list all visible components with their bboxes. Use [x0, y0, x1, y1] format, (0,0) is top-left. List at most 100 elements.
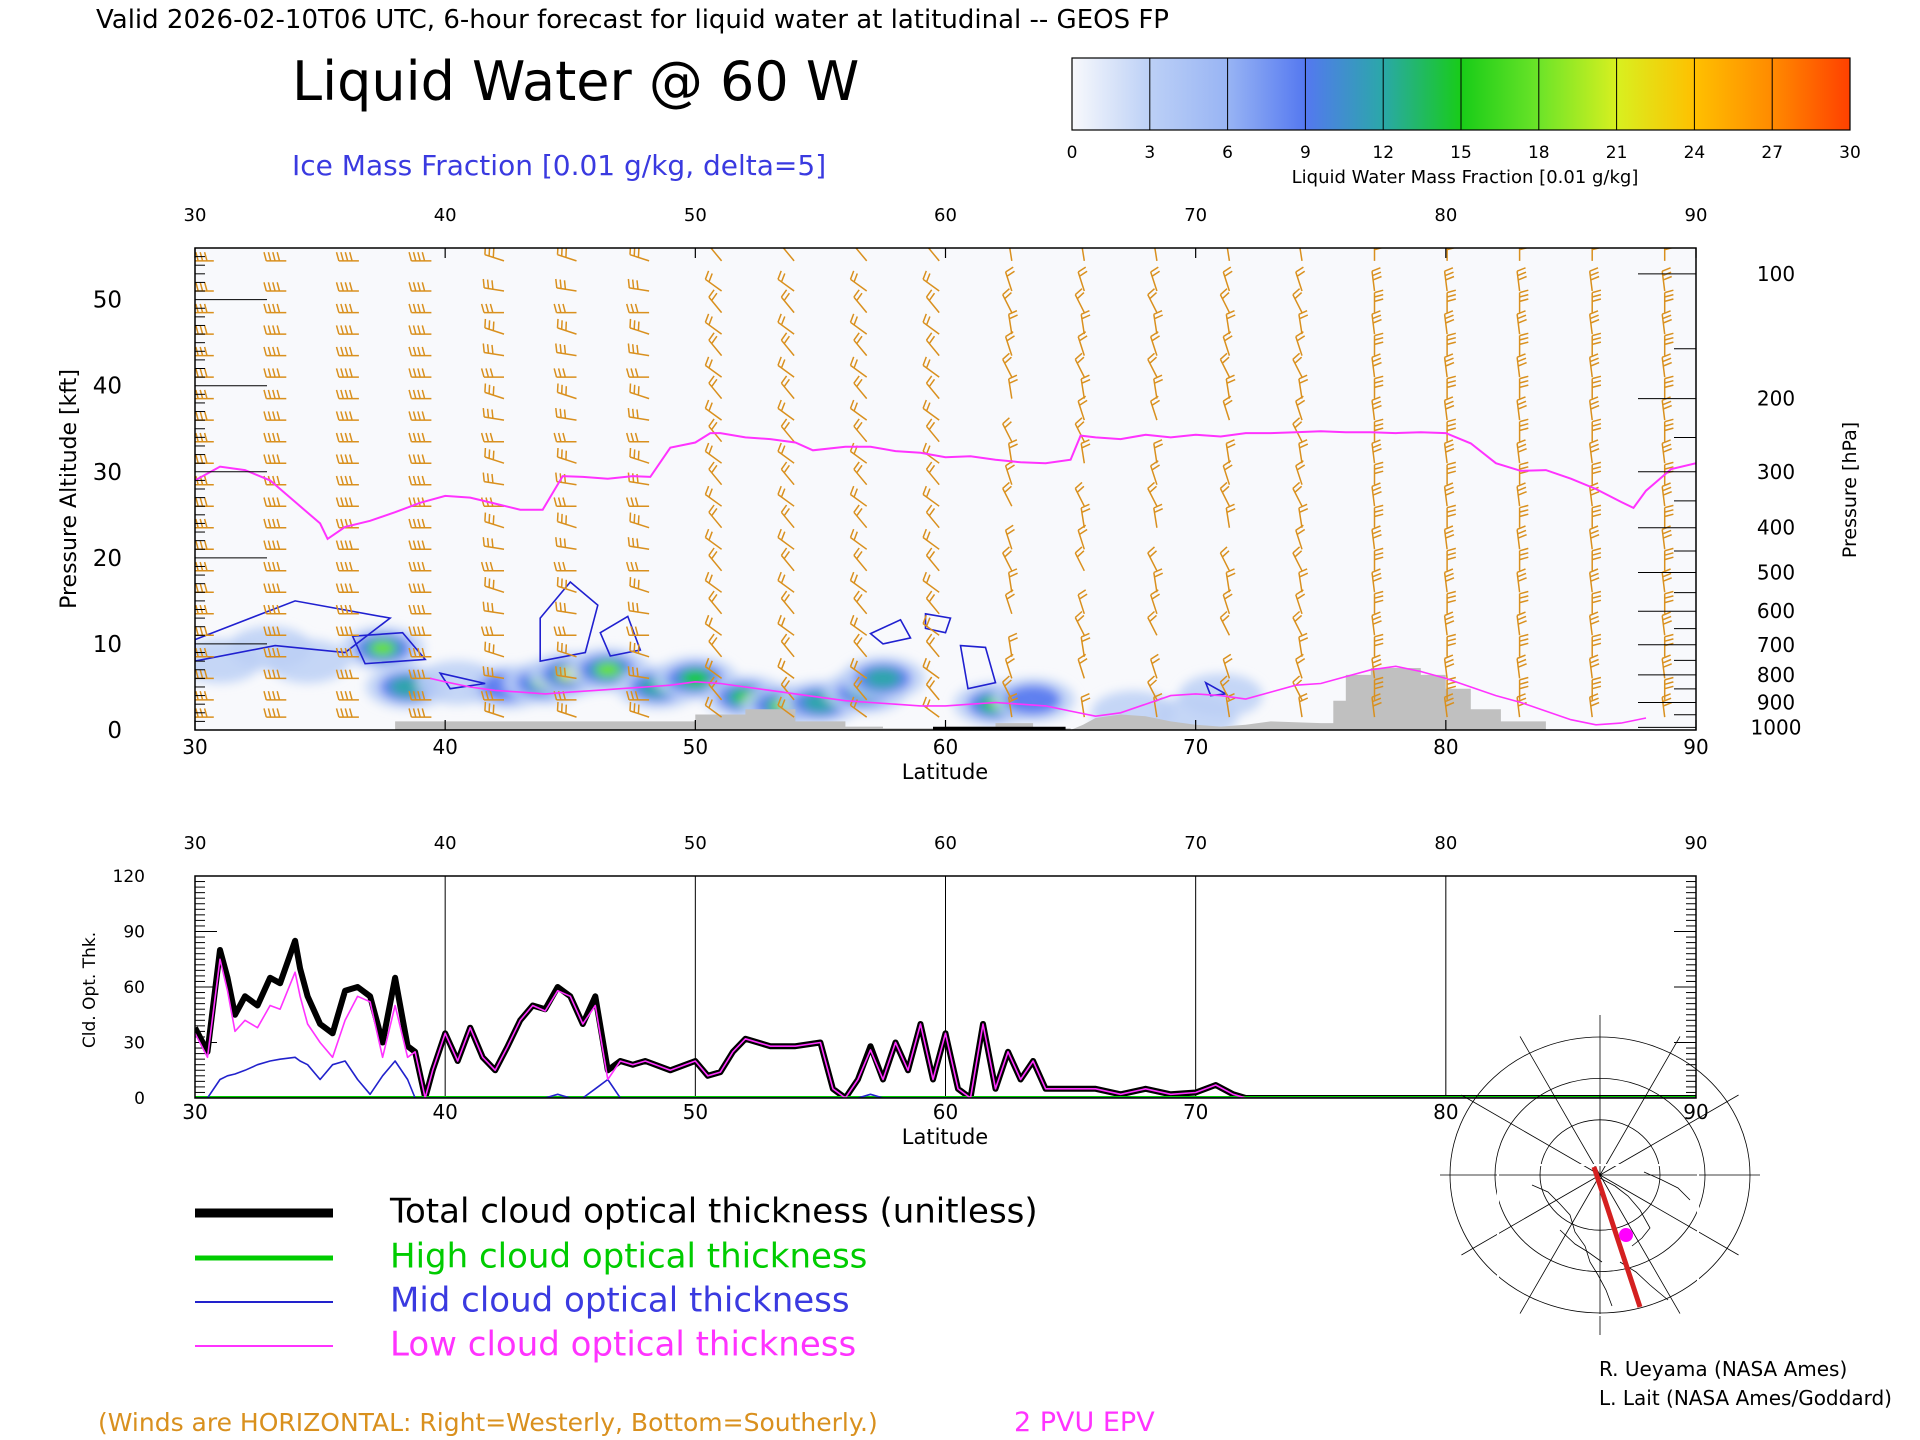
wind-barb [480, 626, 504, 637]
wind-barb [849, 399, 868, 421]
wind-barb [553, 691, 577, 701]
wind-barb [1007, 439, 1018, 464]
wind-barb [708, 547, 723, 572]
wind-barb [1225, 439, 1236, 464]
wind-barb [1588, 482, 1600, 507]
wind-barb [1219, 352, 1231, 378]
wind-barb [1446, 418, 1456, 442]
wind-barb [408, 432, 432, 443]
wind-barb [484, 701, 505, 718]
wind-barb [922, 399, 940, 421]
wind-barb [1371, 353, 1382, 378]
wind-barb [1446, 676, 1456, 700]
optical-thickness-ylabel: Cld. Opt. Thk. [80, 932, 100, 1048]
x-tick-label: 30 [182, 1100, 207, 1124]
cross-section-xlabel: Latitude [902, 760, 988, 784]
wind-barb [780, 289, 795, 314]
wind-barb [1298, 503, 1309, 528]
wind-barb [263, 626, 287, 637]
x-tick-label: 70 [1183, 1100, 1208, 1124]
wind-barb [1292, 546, 1303, 572]
wind-barb [480, 691, 504, 701]
x-top-tick-label: 80 [1434, 833, 1457, 854]
wind-barb [704, 614, 723, 636]
wind-barb [408, 454, 432, 464]
wind-barb [555, 408, 577, 421]
wind-barb [922, 614, 940, 636]
wind-barb [1153, 439, 1164, 464]
wind-barb [1373, 590, 1384, 614]
wind-barb [627, 537, 650, 551]
colorbar-tick-label: 21 [1606, 143, 1628, 163]
wind-barb [1002, 352, 1013, 378]
wind-barb [1298, 568, 1309, 593]
wind-barb [849, 356, 868, 378]
wind-barb [625, 368, 650, 378]
wind-barb [335, 303, 359, 314]
wind-barb [1518, 504, 1529, 528]
wind-barb [1077, 266, 1088, 292]
wind-barb [335, 389, 359, 400]
wind-barb [704, 356, 723, 378]
pressure-tick-label: 200 [1757, 387, 1795, 411]
wind-barb [1443, 693, 1455, 718]
map-meridian [1599, 1174, 1681, 1314]
wind-barb [335, 604, 359, 615]
map-meridian [1599, 1094, 1739, 1176]
wind-barb [408, 368, 432, 378]
wind-barb [1298, 374, 1309, 399]
wind-barb [629, 447, 650, 464]
wind-barb [849, 657, 868, 680]
wind-barb [1295, 524, 1306, 550]
y-tick-label: 40 [93, 374, 122, 400]
wind-barb [629, 701, 650, 718]
wind-barb [925, 676, 940, 701]
wind-barb [555, 666, 577, 680]
colorbar-segment [1383, 58, 1462, 130]
x-tick-label: 50 [683, 1100, 708, 1124]
wind-barb [1219, 546, 1231, 572]
wind-barb [1373, 676, 1384, 700]
wind-barb [1518, 289, 1529, 313]
wind-barb [1292, 352, 1303, 378]
ice-contour [924, 612, 952, 634]
wind-barb [627, 278, 650, 292]
wind-barb [1446, 332, 1456, 356]
wind-barb [1149, 653, 1161, 679]
x-tick-label: 30 [182, 735, 207, 759]
wind-barb [1004, 589, 1015, 615]
wind-barb [1588, 396, 1600, 421]
wind-barb [553, 303, 577, 314]
wind-barb [777, 270, 795, 292]
wind-barb [1591, 375, 1602, 399]
wind-barb [849, 485, 868, 507]
wind-barb [627, 408, 650, 421]
wind-barb [1225, 374, 1236, 399]
wind-barb [1147, 481, 1158, 507]
wind-barb [1080, 439, 1091, 464]
wind-barb [1222, 395, 1233, 421]
optical-thickness-xlabel: Latitude [902, 1125, 988, 1149]
wind-barb [625, 432, 650, 443]
liquid-water-peak [370, 641, 395, 656]
wind-barb [1446, 248, 1456, 261]
wind-barb [1077, 395, 1088, 421]
main-title: Liquid Water @ 60 W [292, 50, 859, 113]
wind-barb [556, 641, 577, 658]
x-tick-label: 60 [933, 1100, 958, 1124]
wind-barb [335, 475, 359, 486]
wind-barb [263, 303, 287, 314]
pressure-tick-label: 600 [1757, 599, 1795, 623]
wind-barb [1591, 418, 1602, 442]
wind-barb [335, 518, 359, 529]
wind-barb [625, 561, 650, 572]
optical-thickness-lines [195, 937, 1696, 1098]
x-top-tick-label: 60 [934, 205, 957, 226]
wind-barb [480, 497, 504, 507]
wind-barb [708, 590, 723, 615]
wind-barb [1074, 481, 1085, 507]
wind-barb [263, 540, 287, 551]
wind-barb [704, 442, 723, 464]
wind-barb [704, 657, 723, 680]
